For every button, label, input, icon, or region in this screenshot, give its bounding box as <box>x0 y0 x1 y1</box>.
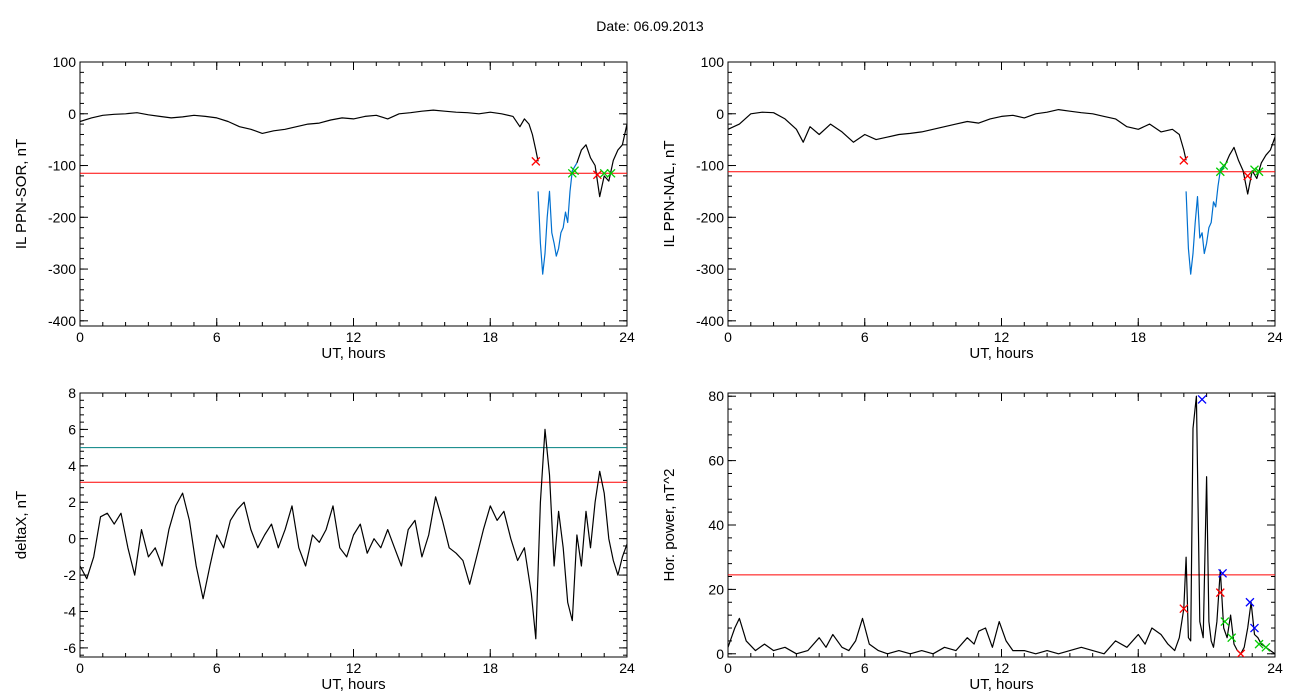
series-line <box>80 109 539 162</box>
x-tick-label: 24 <box>1267 329 1283 345</box>
x-tick-label: 6 <box>861 329 869 345</box>
x-tick-label: 0 <box>76 329 84 345</box>
plot-area <box>80 428 627 640</box>
marker-cross <box>1254 639 1264 649</box>
x-tick-label: 0 <box>724 329 732 345</box>
marker-cross <box>1215 167 1225 177</box>
x-tick-label: 18 <box>482 660 498 676</box>
marker-cross <box>1179 604 1189 614</box>
series-line <box>80 428 627 640</box>
series-line <box>576 123 627 198</box>
marker-cross <box>531 156 541 166</box>
marker-cross <box>1220 617 1230 627</box>
y-axis-label: deltaX, nT <box>13 491 30 559</box>
x-tick-label: 0 <box>76 660 84 676</box>
y-axis-label: IL PPN-NAL, nT <box>661 141 678 248</box>
y-tick-label: -200 <box>48 209 76 225</box>
chart-panel-3: 0 6 12 18 24 8 6 4 2 0 -2 -4 -6 UT, hours deltaX, nT <box>13 385 635 693</box>
plot-frame <box>727 61 1276 327</box>
y-tick-label: -400 <box>48 313 76 329</box>
marker-cross <box>1219 161 1229 170</box>
marker-cross <box>1250 165 1259 175</box>
marker-cross <box>1227 633 1237 643</box>
y-tick-label: -100 <box>696 158 724 174</box>
series-line <box>1185 165 1226 275</box>
marker-cross <box>1236 649 1246 657</box>
plot-area <box>728 108 1275 275</box>
x-axis-label: UT, hours <box>321 345 385 362</box>
marker-cross <box>1215 588 1225 598</box>
y-tick-label: 0 <box>716 106 724 122</box>
y-tick-label: -400 <box>696 313 724 329</box>
marker-cross <box>599 168 609 178</box>
y-tick-label: -100 <box>48 158 76 174</box>
y-tick-label: -300 <box>696 261 724 277</box>
x-tick-label: 6 <box>213 660 221 676</box>
marker-cross <box>592 170 602 180</box>
figure-date-title: Date: 06.09.2013 <box>596 18 704 34</box>
y-axis-label: Hor. power, nT^2 <box>661 469 678 582</box>
marker-cross <box>1254 167 1264 177</box>
x-tick-label: 6 <box>861 660 869 676</box>
y-tick-label: 80 <box>708 388 724 404</box>
x-tick-label: 18 <box>1130 660 1146 676</box>
x-tick-label: 6 <box>213 329 221 345</box>
x-axis-label: UT, hours <box>321 676 385 693</box>
chart-panel-1: 0 6 12 18 24 100 0 -100 -200 -300 -400 UT, hours IL … <box>13 54 635 362</box>
marker-cross <box>1197 394 1207 404</box>
x-tick-label: 24 <box>1267 660 1283 676</box>
chart-panel-4: 0 6 12 18 24 0 20 40 60 80 UT, hours Hor. power, nT… <box>661 388 1283 693</box>
plot-area <box>728 394 1275 657</box>
x-tick-label: 12 <box>346 329 362 345</box>
x-tick-label: 12 <box>994 660 1010 676</box>
x-tick-label: 18 <box>482 329 498 345</box>
marker-cross <box>1218 568 1228 578</box>
marker-cross <box>1250 623 1259 633</box>
y-tick-label: -6 <box>64 640 77 656</box>
chart-panel-2: 0 6 12 18 24 100 0 -100 -200 -300 -400 UT, hours IL … <box>661 54 1283 362</box>
marker-cross <box>606 168 616 178</box>
y-tick-label: 4 <box>68 458 76 474</box>
x-tick-label: 24 <box>619 329 635 345</box>
plot-area <box>80 109 627 275</box>
y-tick-label: 0 <box>716 646 724 662</box>
marker-cross <box>570 166 580 176</box>
y-tick-label: -2 <box>64 567 77 583</box>
marker-cross <box>1261 642 1271 652</box>
y-tick-label: 0 <box>68 531 76 547</box>
plot-frame <box>79 61 628 327</box>
series-line <box>537 162 578 275</box>
x-tick-label: 12 <box>994 329 1010 345</box>
y-tick-label: 100 <box>53 54 77 70</box>
y-tick-label: 2 <box>68 494 76 510</box>
series-line <box>1224 136 1275 195</box>
y-tick-label: 20 <box>708 581 724 597</box>
marker-cross <box>1179 155 1189 165</box>
x-tick-label: 12 <box>346 660 362 676</box>
x-tick-label: 0 <box>724 660 732 676</box>
marker-cross <box>1245 597 1255 607</box>
y-axis-label: IL PPN-SOR, nT <box>13 139 30 249</box>
series-line <box>728 395 1275 655</box>
x-tick-label: 24 <box>619 660 635 676</box>
y-tick-label: -300 <box>48 261 76 277</box>
y-tick-label: -4 <box>64 603 77 619</box>
x-axis-label: UT, hours <box>969 345 1033 362</box>
y-tick-label: 8 <box>68 385 76 401</box>
y-tick-label: 6 <box>68 421 76 437</box>
series-line <box>728 108 1187 161</box>
x-tick-label: 18 <box>1130 329 1146 345</box>
y-tick-label: 100 <box>701 54 725 70</box>
y-tick-label: 0 <box>68 106 76 122</box>
y-tick-label: 60 <box>708 453 724 469</box>
x-axis-label: UT, hours <box>969 676 1033 693</box>
y-tick-label: 40 <box>708 517 724 533</box>
y-tick-label: -200 <box>696 209 724 225</box>
